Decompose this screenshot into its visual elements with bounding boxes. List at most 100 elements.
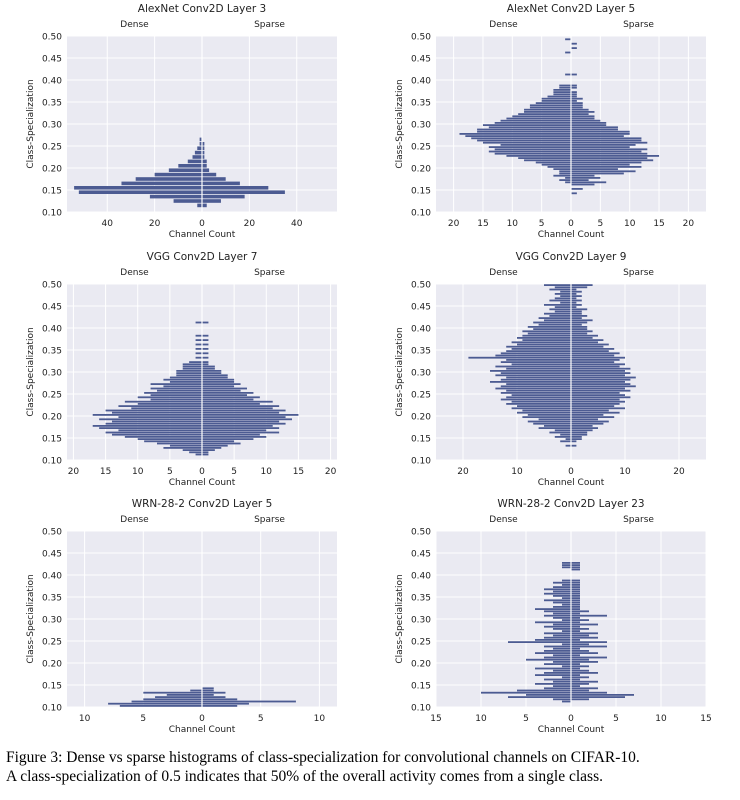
chart-title: WRN-28-2 Conv2D Layer 5: [132, 498, 273, 510]
bar-sparse: [571, 352, 620, 355]
bar-dense: [199, 141, 202, 146]
bar-sparse: [571, 394, 625, 397]
bar-sparse: [571, 319, 593, 322]
bar-dense: [195, 321, 202, 324]
bar-sparse: [571, 86, 577, 89]
bar-sparse: [571, 597, 580, 600]
bar-sparse: [571, 614, 607, 617]
bar-dense: [553, 680, 571, 683]
bar-sparse: [571, 146, 630, 149]
bar-sparse: [571, 130, 630, 133]
bar-dense: [559, 172, 571, 175]
bar-dense: [131, 407, 202, 410]
bar-sparse: [571, 682, 589, 685]
bar-sparse: [571, 433, 588, 436]
bar-sparse: [202, 398, 254, 401]
bar-dense: [562, 583, 571, 586]
bar-sparse: [571, 605, 580, 608]
bar-sparse: [571, 566, 580, 569]
bar-dense: [544, 588, 571, 591]
bar-dense: [488, 150, 571, 153]
bar-dense: [544, 671, 571, 674]
bar-sparse: [202, 400, 273, 403]
y-tick-label: 0.35: [42, 347, 62, 357]
bar-dense: [182, 449, 202, 452]
bar-sparse: [571, 292, 577, 295]
bar-sparse: [571, 691, 607, 694]
bar-dense: [553, 605, 571, 608]
dense-label: Dense: [489, 268, 518, 278]
bar-dense: [471, 137, 571, 140]
bar-sparse: [571, 616, 580, 619]
bar-dense: [195, 352, 202, 355]
bar-dense: [554, 435, 571, 438]
bar-dense: [544, 625, 571, 628]
bar-sparse: [571, 73, 577, 76]
bar-sparse: [571, 310, 582, 313]
bar-sparse: [571, 176, 601, 179]
bar-sparse: [571, 380, 625, 383]
bar-dense: [560, 301, 571, 304]
figure-caption: Figure 3: Dense vs sparse histograms of …: [6, 748, 736, 786]
bar-dense: [529, 106, 571, 109]
bar-dense: [124, 435, 202, 438]
x-tick-label: 15: [700, 714, 711, 724]
bar-sparse: [571, 610, 589, 613]
bar-dense: [195, 453, 202, 456]
x-tick-label: 10: [624, 219, 636, 229]
y-tick-label: 0.20: [411, 165, 431, 175]
bar-dense: [189, 361, 202, 364]
bar-dense: [544, 592, 571, 595]
bar-dense: [163, 378, 202, 381]
bar-dense: [157, 442, 202, 445]
bar-sparse: [571, 295, 582, 298]
bar-sparse: [571, 325, 588, 328]
bar-sparse: [571, 150, 642, 153]
y-tick-label: 0.25: [411, 143, 431, 153]
bar-dense: [529, 104, 571, 107]
bar-sparse: [571, 154, 660, 157]
bar-sparse: [202, 190, 285, 195]
bar-dense: [500, 119, 571, 122]
bar-dense: [562, 676, 571, 679]
bar-dense: [99, 418, 202, 421]
bar-sparse: [571, 137, 642, 140]
bar-sparse: [571, 128, 618, 131]
bar-sparse: [571, 608, 580, 611]
bar-dense: [144, 440, 202, 443]
x-tick-label: 20: [325, 467, 337, 477]
bar-dense: [166, 693, 202, 696]
bar-sparse: [571, 621, 580, 624]
bar-dense: [118, 416, 202, 419]
bar-sparse: [571, 420, 609, 423]
bar-sparse: [571, 444, 577, 447]
bar-sparse: [202, 347, 209, 350]
bar-dense: [500, 378, 571, 381]
bar-dense: [565, 181, 571, 184]
bar-sparse: [571, 592, 580, 595]
bar-sparse: [202, 394, 247, 397]
y-tick-label: 0.35: [411, 347, 431, 357]
bar-dense: [553, 581, 571, 584]
bar-sparse: [202, 334, 209, 337]
bar-dense: [538, 323, 571, 326]
chart-panel-5: 0.10 0.15 0.20 0.25 0.30 0.35 0.40 0.45 0.50 10 5 0…: [26, 498, 337, 735]
bar-sparse: [571, 680, 598, 683]
bar-sparse: [571, 405, 615, 408]
bar-dense: [494, 121, 571, 124]
bar-dense: [565, 438, 571, 441]
bar-dense: [553, 616, 571, 619]
bar-sparse: [571, 389, 631, 392]
bar-sparse: [571, 641, 607, 644]
bar-sparse: [202, 155, 205, 159]
bar-dense: [533, 321, 571, 324]
x-tick-label: 0: [568, 714, 574, 724]
y-tick-label: 0.10: [42, 457, 62, 467]
bar-sparse: [571, 409, 609, 412]
bar-sparse: [571, 172, 624, 175]
bar-sparse: [571, 106, 583, 109]
bar-dense: [554, 310, 571, 313]
bar-sparse: [571, 299, 582, 302]
bar-sparse: [571, 663, 580, 666]
bar-dense: [500, 391, 571, 394]
